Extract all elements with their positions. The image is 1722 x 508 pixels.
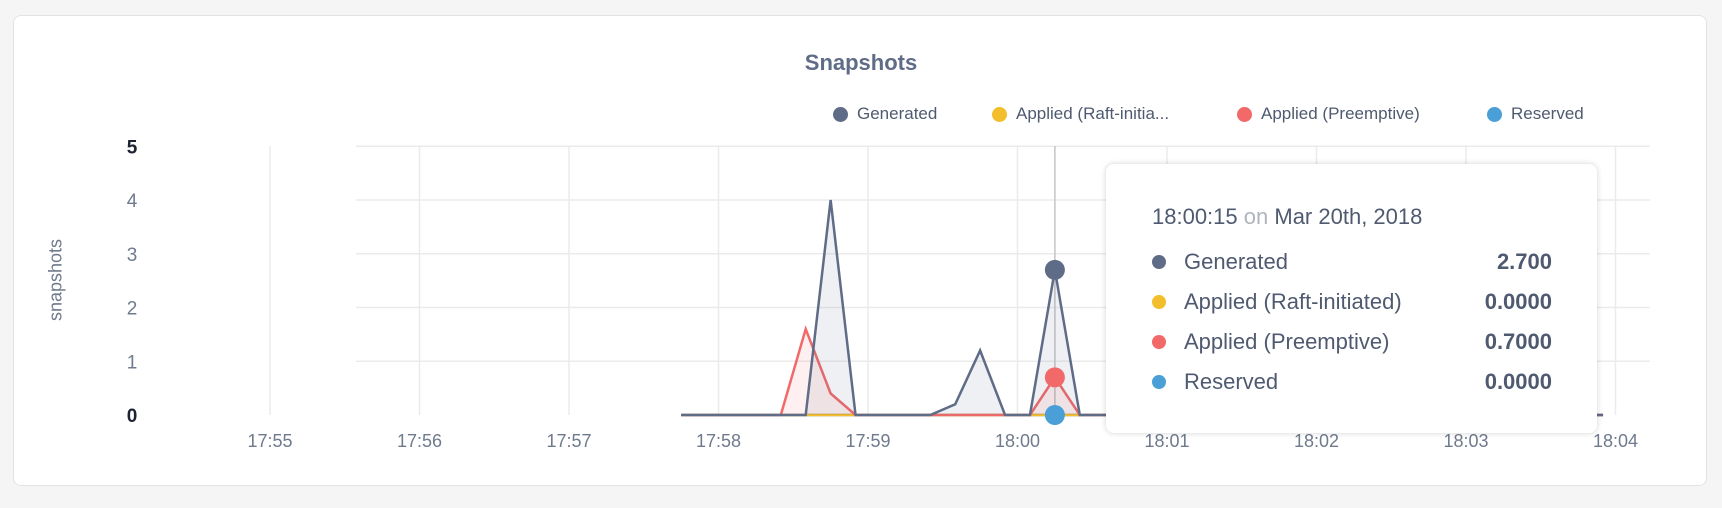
x-tick-label: 17:55	[247, 431, 292, 451]
y-tick-label: 3	[127, 245, 138, 266]
legend-item-reserved[interactable]: Reserved	[1487, 104, 1584, 124]
tooltip-row-reserved: Reserved 0.0000	[1152, 362, 1552, 402]
x-tick-label: 17:59	[845, 431, 890, 451]
tooltip-series-name: Reserved	[1184, 369, 1279, 394]
tooltip-series-name: Applied (Preemptive)	[1184, 329, 1390, 354]
x-tick-label: 18:03	[1443, 431, 1488, 451]
x-tick-label: 18:04	[1593, 431, 1638, 451]
legend-item-generated[interactable]: Generated	[833, 104, 937, 124]
legend-label: Reserved	[1511, 104, 1584, 123]
tooltip-date: Mar 20th, 2018	[1274, 204, 1423, 229]
y-tick-label: 0	[127, 406, 138, 427]
tooltip-on: on	[1243, 204, 1269, 229]
hover-point-0	[1044, 259, 1065, 280]
chart-title: Snapshots	[804, 50, 918, 75]
series-dot-icon	[1152, 335, 1166, 349]
tooltip-row-raft: Applied (Raft-initiated) 0.0000	[1152, 282, 1552, 322]
y-tick-label: 4	[127, 191, 138, 212]
tooltip-series-name: Generated	[1184, 249, 1288, 274]
x-tick-label: 18:01	[1144, 431, 1189, 451]
tooltip-row-preemptive: Applied (Preemptive) 0.7000	[1152, 322, 1552, 362]
tooltip-value: 0.0000	[1484, 289, 1552, 314]
series-dot-icon	[1487, 106, 1502, 122]
x-tick-label: 17:58	[696, 431, 741, 451]
series-dot-icon	[1152, 255, 1166, 269]
x-tick-label: 18:02	[1294, 431, 1339, 451]
tooltip-time: 18:00:15	[1152, 204, 1238, 229]
hover-point-2	[1044, 367, 1065, 388]
x-tick-label: 17:56	[397, 431, 442, 451]
series-dot-icon	[1152, 295, 1166, 309]
tooltip-value: 0.7000	[1484, 329, 1552, 354]
series-dot-icon	[1237, 106, 1252, 122]
hover-tooltip: 18:00:15 on Mar 20th, 2018 Generated 2.70…	[1106, 164, 1597, 433]
tooltip-value: 0.0000	[1484, 369, 1552, 394]
legend-label: Applied (Raft-initia...	[1016, 104, 1170, 123]
legend: Generated Applied (Raft-initia... Applie…	[0, 104, 1722, 128]
x-tick-label: 18:00	[995, 431, 1040, 451]
tooltip-series-name: Applied (Raft-initiated)	[1184, 289, 1402, 314]
hover-point-3	[1044, 405, 1065, 425]
tooltip-value: 2.700	[1496, 249, 1552, 274]
tooltip-row-generated: Generated 2.700	[1152, 242, 1552, 282]
y-tick-label: 5	[127, 137, 138, 158]
legend-label: Generated	[857, 104, 938, 123]
tooltip-title: 18:00:15 on Mar 20th, 2018	[1152, 204, 1597, 230]
x-tick-label: 17:57	[546, 431, 591, 451]
legend-label: Applied (Preemptive)	[1261, 104, 1420, 123]
y-tick-label: 1	[127, 352, 138, 373]
series-dot-icon	[833, 106, 848, 122]
series-dot-icon	[992, 106, 1007, 122]
series-dot-icon	[1152, 375, 1166, 389]
y-tick-label: 2	[127, 299, 138, 320]
legend-item-raft[interactable]: Applied (Raft-initia...	[992, 104, 1169, 124]
legend-item-preemptive[interactable]: Applied (Preemptive)	[1237, 104, 1420, 124]
